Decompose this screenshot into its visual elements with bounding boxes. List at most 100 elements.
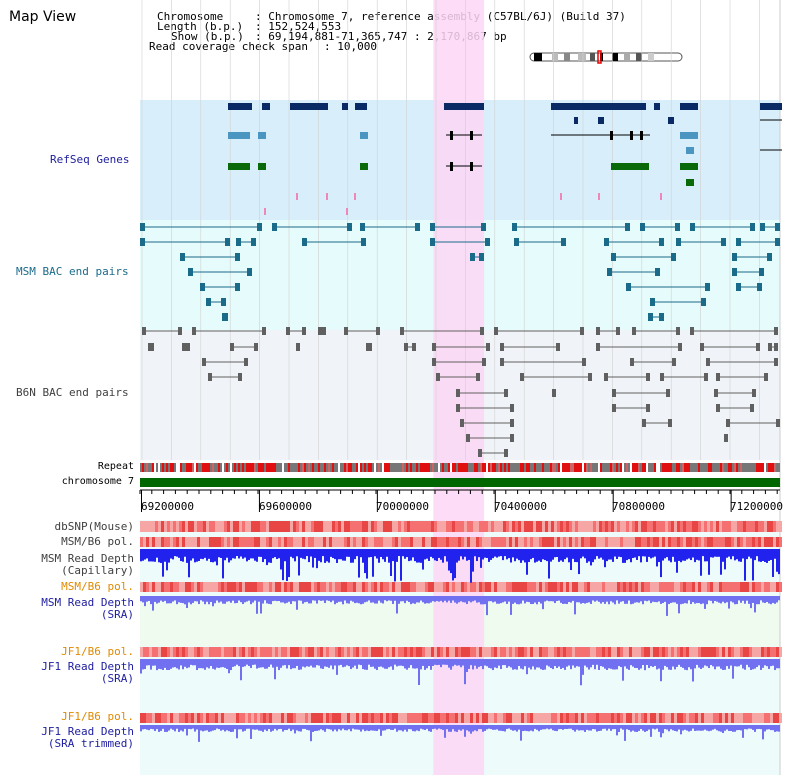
jf1-b6-pol-cell bbox=[599, 713, 602, 723]
dbsnp-cell bbox=[779, 521, 782, 532]
jf1-b6-pol-cell bbox=[704, 647, 707, 657]
msm-b6-pol-cell bbox=[176, 582, 179, 592]
msm-b6-pol-cell bbox=[701, 582, 704, 592]
repeat-segment bbox=[402, 463, 404, 472]
repeat-segment bbox=[466, 463, 468, 472]
gene-feature bbox=[258, 132, 266, 139]
msm-sra-depth-bar bbox=[716, 596, 718, 602]
track-label-jf1-depth-sra[interactable]: JF1 Read Depth bbox=[41, 660, 134, 673]
jf1-b6-pol-cell bbox=[671, 713, 674, 723]
b6n-bac-end bbox=[254, 343, 258, 351]
jf1-sra-depth-bar bbox=[720, 659, 722, 669]
track-label-msm-depth-capillary[interactable]: MSM Read Depth bbox=[41, 552, 134, 565]
axis-tick-label: 70800000 bbox=[612, 500, 665, 513]
msm-b6-pol-cell bbox=[674, 537, 677, 547]
msm-b6-pol-cell bbox=[659, 582, 662, 592]
msm-sra-depth-bar bbox=[748, 596, 750, 604]
jf1-sra-depth-bar bbox=[246, 659, 248, 665]
jf1-sra-depth-bar bbox=[730, 659, 732, 666]
msm-b6-pol-cell bbox=[359, 537, 362, 547]
msm-b6-pol-cell bbox=[383, 537, 386, 547]
jf1-trimmed-depth-bar bbox=[172, 725, 174, 730]
jf1-trimmed-depth-bar bbox=[746, 725, 748, 730]
dbsnp-cell bbox=[260, 521, 263, 532]
msm-b6-pol-cell bbox=[230, 582, 233, 592]
repeat-segment bbox=[606, 463, 608, 472]
jf1-sra-depth-bar bbox=[260, 659, 262, 668]
track-label-b6n-bac[interactable]: B6N BAC end pairs bbox=[16, 386, 129, 399]
jf1-b6-pol-cell bbox=[614, 713, 617, 723]
repeat-segment bbox=[518, 463, 520, 472]
msm-capillary-depth-bar bbox=[620, 549, 622, 558]
jf1-b6-pol-cell bbox=[644, 713, 647, 723]
jf1-sra-depth-bar bbox=[344, 659, 346, 667]
dbsnp-cell bbox=[221, 521, 224, 532]
jf1-trimmed-depth-bar bbox=[534, 725, 536, 729]
track-label-msm-b6-pol-1[interactable]: MSM/B6 pol. bbox=[61, 535, 134, 548]
jf1-sra-depth-bar bbox=[266, 659, 268, 669]
jf1-b6-pol-cell bbox=[164, 713, 167, 723]
track-label-msm-bac[interactable]: MSM BAC end pairs bbox=[16, 265, 129, 278]
repeat-segment bbox=[702, 463, 704, 472]
msm-sra-depth-bar bbox=[768, 596, 770, 604]
jf1-trimmed-depth-bar bbox=[696, 725, 698, 731]
b6n-bac-end bbox=[556, 343, 560, 351]
repeat-segment bbox=[758, 463, 760, 472]
track-label-dbsnp[interactable]: dbSNP(Mouse) bbox=[54, 520, 134, 533]
msm-capillary-depth-bar bbox=[428, 549, 430, 561]
msm-b6-pol-cell bbox=[308, 582, 311, 592]
track-label-jf1-depth-trimmed[interactable]: JF1 Read Depth bbox=[41, 725, 134, 738]
msm-sra-depth-bar bbox=[176, 596, 178, 605]
jf1-sra-depth-bar bbox=[442, 659, 444, 665]
track-label-repeat[interactable]: Repeat bbox=[97, 461, 134, 472]
repeat-segment bbox=[572, 463, 574, 472]
msm-b6-pol-cell bbox=[281, 582, 284, 592]
jf1-trimmed-depth-bar bbox=[682, 725, 684, 731]
msm-sra-depth-bar bbox=[410, 596, 412, 605]
jf1-b6-pol-cell bbox=[761, 713, 764, 723]
dbsnp-cell bbox=[173, 521, 176, 532]
jf1-b6-pol-cell bbox=[200, 713, 203, 723]
msm-capillary-depth-bar bbox=[352, 549, 354, 563]
track-label-jf1-b6-pol-2[interactable]: JF1/B6 pol. bbox=[61, 710, 134, 723]
repeat-segment bbox=[728, 463, 730, 472]
msm-b6-pol-cell bbox=[221, 582, 224, 592]
msm-sra-depth-bar bbox=[506, 596, 508, 604]
jf1-b6-pol-cell bbox=[266, 647, 269, 657]
track-label-msm-depth-sra[interactable]: MSM Read Depth bbox=[41, 596, 134, 609]
msm-capillary-depth-bar bbox=[632, 549, 634, 559]
msm-b6-pol-cell bbox=[524, 537, 527, 547]
msm-sra-depth-bar bbox=[446, 596, 448, 603]
repeat-segment bbox=[164, 463, 166, 472]
track-label-msm-b6-pol-2[interactable]: MSM/B6 pol. bbox=[61, 580, 134, 593]
repeat-segment bbox=[216, 463, 218, 472]
repeat-segment bbox=[344, 463, 346, 472]
track-label-jf1-b6-pol-1[interactable]: JF1/B6 pol. bbox=[61, 645, 134, 658]
msm-b6-pol-cell bbox=[734, 582, 737, 592]
msm-capillary-depth-bar bbox=[522, 549, 524, 561]
msm-sra-depth-bar bbox=[326, 596, 328, 601]
jf1-sra-depth-bar bbox=[480, 659, 482, 667]
jf1-trimmed-depth-bar bbox=[514, 725, 516, 731]
jf1-sra-depth-bar bbox=[634, 659, 636, 668]
chromosome-ideogram[interactable] bbox=[528, 50, 684, 64]
msm-b6-pol-cell bbox=[155, 537, 158, 547]
b6n-bac-end bbox=[500, 343, 504, 351]
msm-capillary-depth-bar bbox=[236, 549, 238, 557]
jf1-sra-depth-bar bbox=[476, 659, 478, 669]
jf1-b6-pol-cell bbox=[455, 713, 458, 723]
repeat-segment bbox=[486, 463, 488, 472]
msm-bac-end bbox=[247, 268, 252, 276]
jf1-sra-depth-bar bbox=[372, 659, 374, 667]
msm-sra-depth-bar bbox=[214, 596, 216, 604]
msm-sra-depth-bar bbox=[424, 596, 426, 604]
track-label-refseq[interactable]: RefSeq Genes bbox=[50, 153, 130, 166]
repeat-segment bbox=[496, 463, 498, 472]
jf1-sra-depth-bar bbox=[684, 659, 686, 670]
jf1-b6-pol-cell bbox=[533, 647, 536, 657]
track-label-chromosome[interactable]: chromosome 7 bbox=[61, 476, 134, 487]
msm-capillary-depth-bar bbox=[476, 549, 478, 562]
jf1-sra-depth-bar bbox=[600, 659, 602, 667]
repeat-segment bbox=[522, 463, 524, 472]
